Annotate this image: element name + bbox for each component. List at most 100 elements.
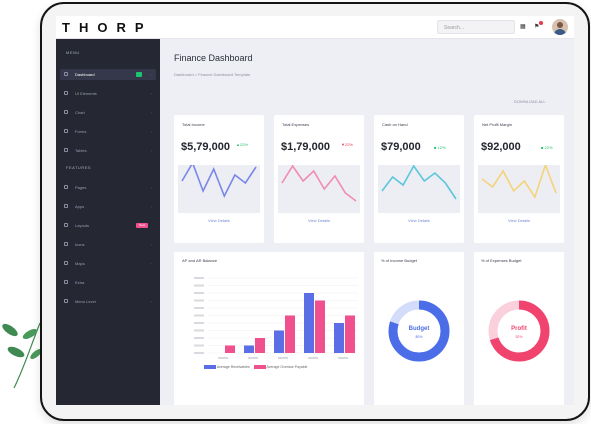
- stat-title: Cash on Hand: [382, 122, 408, 127]
- sidebar-item-menu-level[interactable]: Menu Level ›: [60, 296, 156, 307]
- dashboard-icon: [64, 72, 68, 76]
- sidebar-section-menu: MENU: [66, 50, 80, 55]
- bar-1: [255, 338, 265, 353]
- status-badge: [136, 72, 142, 77]
- chart-icon: [64, 110, 68, 114]
- chevron-right-icon: ›: [150, 242, 152, 247]
- sidebar-item-pages[interactable]: Pages ›: [60, 182, 156, 193]
- apps-icon: [64, 204, 68, 208]
- stat-change: ▼22%: [341, 142, 353, 147]
- x-tick-label: [278, 357, 288, 359]
- sidebar-item-dashboard[interactable]: Dashboard ›: [60, 69, 156, 80]
- breadcrumb[interactable]: Dashboard > Finance Dashboard Template: [174, 72, 251, 77]
- sidebar-item-extra[interactable]: Extra: [60, 277, 156, 288]
- bar-0: [274, 330, 284, 353]
- stat-title: Net Profit Margin: [482, 122, 513, 127]
- sidebar-item-tables[interactable]: Tables ›: [60, 145, 156, 156]
- brand-logo[interactable]: THORP: [62, 20, 153, 35]
- sidebar-item-apps[interactable]: Apps ›: [60, 201, 156, 212]
- sidebar: MENU Dashboard › UI Elements › Chart › F…: [56, 39, 160, 405]
- sidebar-item-label: Extra: [75, 280, 85, 285]
- bar-1: [285, 315, 295, 353]
- sidebar-item-label: Forms: [75, 129, 87, 134]
- download-link[interactable]: DOWNLOAD ALL: [514, 99, 546, 104]
- bar-1: [345, 315, 355, 353]
- form-icon: [64, 129, 68, 133]
- chevron-right-icon: ›: [150, 261, 152, 266]
- avatar[interactable]: [552, 19, 568, 35]
- sidebar-item-label: UI Elements: [75, 91, 97, 96]
- chevron-right-icon: ›: [150, 129, 152, 134]
- stat-change: ■ 22%: [541, 145, 553, 150]
- stat-change: ■ 12%: [434, 145, 446, 150]
- sparkline-area: [278, 164, 360, 213]
- stat-value: $5,79,000: [181, 141, 230, 153]
- grid-icon[interactable]: ▦: [520, 24, 526, 30]
- top-bar: THORP Search... ▦ ⚑: [56, 16, 574, 39]
- sidebar-item-label: Pages: [75, 185, 87, 190]
- x-tick-label: [308, 357, 318, 359]
- stat-value: $92,000: [481, 141, 521, 153]
- y-tick-label: [194, 284, 204, 287]
- bar-0: [334, 323, 344, 353]
- x-tick-label: [218, 357, 228, 359]
- search-input[interactable]: Search...: [437, 20, 515, 34]
- y-tick-label: [194, 337, 204, 339]
- chevron-right-icon: ›: [150, 91, 152, 96]
- y-tick-label: [194, 277, 204, 279]
- chart-legend: Average Receivables Average Overdue Paya…: [204, 365, 307, 370]
- bell-icon[interactable]: ⚑: [534, 24, 540, 30]
- sidebar-item-label: Dashboard: [75, 72, 95, 77]
- y-tick-label: [194, 322, 204, 324]
- view-details-link[interactable]: View Details: [308, 218, 330, 223]
- donut-sub: 52%: [515, 335, 523, 339]
- y-tick-label: [194, 299, 204, 302]
- x-tick-label: [248, 357, 258, 359]
- card-title: % of Income Budget: [381, 258, 418, 263]
- chevron-right-icon: ›: [150, 204, 152, 209]
- sidebar-item-label: Menu Level: [75, 299, 96, 304]
- sidebar-item-label: Tables: [75, 148, 87, 153]
- stat-title: Total Income: [182, 122, 205, 127]
- stat-card-cash: Cash on Hand $79,000 ■ 12% View Details: [374, 115, 464, 243]
- view-details-link[interactable]: View Details: [208, 218, 230, 223]
- y-tick-label: [194, 292, 204, 294]
- sidebar-item-chart[interactable]: Chart ›: [60, 107, 156, 118]
- map-icon: [64, 261, 68, 265]
- donut-chart-expenses: [488, 300, 550, 362]
- bar-0: [304, 293, 314, 353]
- y-tick-label: [194, 352, 204, 354]
- sidebar-item-label: Icons: [75, 242, 85, 247]
- view-details-link[interactable]: View Details: [508, 218, 530, 223]
- bar-chart-card: AP and AR Balance Average Receivables Av…: [174, 252, 364, 405]
- card-title: AP and AR Balance: [182, 258, 218, 263]
- donut-label: Budget: [408, 326, 430, 332]
- stat-card-expenses: Total Expenses $1,79,000 ▼22% View Detai…: [274, 115, 364, 243]
- view-details-link[interactable]: View Details: [408, 218, 430, 223]
- bar-1: [315, 300, 325, 353]
- stat-card-profit: Net Profit Margin $92,000 ■ 22% View Det…: [474, 115, 564, 243]
- page-title: Finance Dashboard: [174, 53, 253, 63]
- sidebar-item-ui-elements[interactable]: UI Elements ›: [60, 88, 156, 99]
- bar-1: [225, 345, 235, 353]
- leaves-decoration: [2, 322, 42, 388]
- stat-value: $1,79,000: [281, 141, 330, 153]
- sidebar-item-layouts[interactable]: Layouts New: [60, 220, 156, 231]
- sparkline-area: [478, 162, 560, 213]
- new-badge: New: [136, 223, 148, 228]
- folder-icon: [64, 299, 68, 303]
- stat-title: Total Expenses: [282, 122, 310, 127]
- chevron-right-icon: ›: [150, 185, 152, 190]
- bar-chart: [194, 277, 358, 359]
- x-tick-label: [338, 357, 348, 359]
- notification-dot: [539, 21, 543, 25]
- sidebar-item-maps[interactable]: Maps ›: [60, 258, 156, 269]
- extra-icon: [64, 280, 68, 284]
- donut-label: Profit: [511, 326, 527, 332]
- card-title: % of Expenses Budget: [481, 258, 522, 263]
- sidebar-item-forms[interactable]: Forms ›: [60, 126, 156, 137]
- sidebar-section-features: FEATURES: [66, 165, 92, 170]
- chevron-right-icon: ›: [150, 299, 152, 304]
- sidebar-item-icons[interactable]: Icons ›: [60, 239, 156, 250]
- sparkline-area: [178, 161, 260, 213]
